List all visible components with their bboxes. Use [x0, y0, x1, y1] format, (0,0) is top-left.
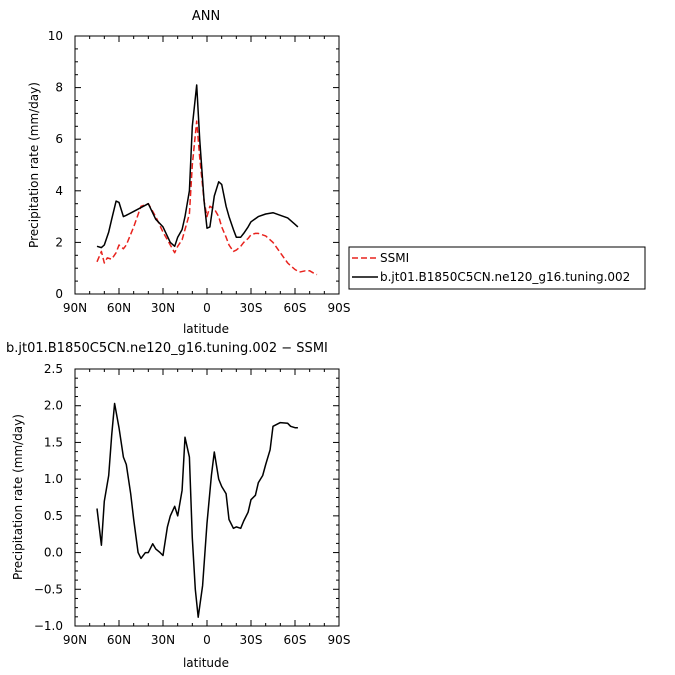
- x-tick-label: 0: [203, 301, 211, 315]
- y-tick-label: −0.5: [34, 582, 63, 596]
- legend-label-model: b.jt01.B1850C5CN.ne120_g16.tuning.002: [380, 270, 630, 284]
- y-tick-label: 1.5: [44, 435, 63, 449]
- y-tick-label: 2.5: [44, 362, 63, 376]
- y-tick-label: 0.0: [44, 546, 63, 560]
- bottom-x-axis: 90N 60N 30N 0 30S 60S 90S: [63, 369, 351, 647]
- y-tick-label: 0.5: [44, 509, 63, 523]
- y-tick-label: 4: [55, 184, 63, 198]
- top-y-axis-title: Precipitation rate (mm/day): [27, 82, 41, 248]
- series-line-0-0: [96, 120, 318, 276]
- y-tick-label: 6: [55, 132, 63, 146]
- x-tick-label: 90S: [328, 301, 351, 315]
- y-tick-label: 1.0: [44, 472, 63, 486]
- bottom-chart-title: b.jt01.B1850C5CN.ne120_g16.tuning.002 − …: [6, 341, 328, 356]
- x-tick-label: 60N: [107, 301, 131, 315]
- x-tick-label: 30N: [151, 633, 175, 647]
- x-tick-label: 90N: [63, 301, 87, 315]
- y-tick-label: 8: [55, 81, 63, 95]
- x-tick-label: 30S: [240, 633, 263, 647]
- x-tick-label: 30S: [240, 301, 263, 315]
- x-tick-label: 60N: [107, 633, 131, 647]
- y-tick-label: 2: [55, 235, 63, 249]
- x-tick-label: 30N: [151, 301, 175, 315]
- y-tick-label: 0: [55, 287, 63, 301]
- bottom-y-axis: −1.0 −0.5 0.0 0.5 1.0 1.5 2.0 2.5: [34, 362, 339, 633]
- top-x-axis: 90N 60N 30N 0 30S 60S 90S: [63, 36, 351, 315]
- y-tick-label: −1.0: [34, 619, 63, 633]
- legend: SSMI b.jt01.B1850C5CN.ne120_g16.tuning.0…: [348, 246, 646, 290]
- x-tick-label: 60S: [284, 633, 307, 647]
- bottom-y-axis-title: Precipitation rate (mm/day): [11, 414, 25, 580]
- series-line-0-1: [96, 84, 299, 249]
- top-y-axis: 0 2 4 6 8 10: [48, 29, 339, 301]
- top-panel: ANN 0 2 4 6 8 10 90N 60N 30N 0 30S 60S 90S latitude…: [27, 9, 350, 336]
- legend-box: [348, 246, 646, 290]
- x-tick-label: 60S: [284, 301, 307, 315]
- bottom-panel: b.jt01.B1850C5CN.ne120_g16.tuning.002 − …: [6, 341, 350, 670]
- bottom-x-axis-title: latitude: [183, 656, 229, 670]
- y-tick-label: 2.0: [44, 399, 63, 413]
- bottom-series-group: [96, 402, 298, 618]
- legend-label-ssmi: SSMI: [380, 251, 409, 265]
- top-chart-title: ANN: [192, 9, 220, 24]
- series-line-1-0: [96, 402, 298, 618]
- x-tick-label: 90N: [63, 633, 87, 647]
- x-tick-label: 0: [203, 633, 211, 647]
- top-series-group: [96, 84, 318, 276]
- top-x-axis-title: latitude: [183, 322, 229, 336]
- y-tick-label: 10: [48, 29, 63, 43]
- x-tick-label: 90S: [328, 633, 351, 647]
